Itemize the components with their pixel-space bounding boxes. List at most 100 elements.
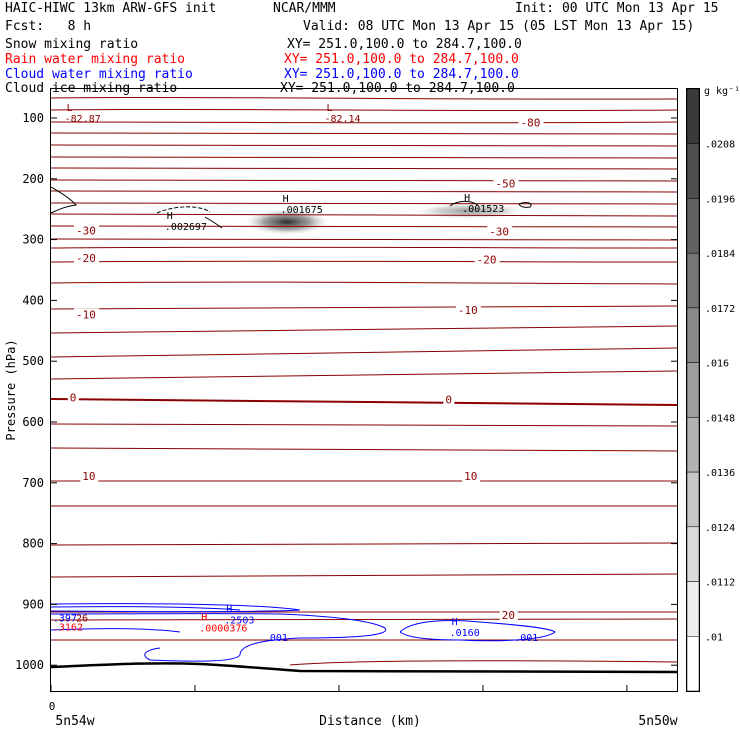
y-tick-label: 300	[22, 233, 44, 247]
y-tick-label: 400	[22, 293, 44, 307]
isotherm-line	[51, 281, 677, 285]
temperature-label-bg	[499, 608, 518, 621]
colorbar-label: .0208	[705, 140, 735, 151]
colorbar-swatches: .0208 .0196 .0184 .0172 .016 .0148 .0136 .0124.…	[686, 88, 735, 692]
temperature-label-bg	[462, 470, 481, 483]
isotherm-line	[51, 305, 677, 310]
isotherm-line	[51, 179, 677, 182]
cloud-ice-contour	[51, 186, 78, 214]
center-title: NCAR/MMM	[273, 1, 336, 16]
colorbar-label: .0172	[705, 304, 735, 315]
colorbar-label: .0196	[705, 194, 735, 205]
isotherm-line	[51, 96, 677, 100]
cloud-water-contour	[51, 603, 301, 613]
cloud-water-contour	[51, 613, 387, 662]
isotherm-line	[51, 238, 677, 241]
temperature-label: -30	[76, 225, 96, 238]
cloud-water-contour	[399, 620, 556, 642]
temperature-label: -10	[458, 304, 478, 317]
cloud-ice-contour	[449, 200, 479, 207]
distance-axis	[50, 685, 628, 691]
cloud-water-contours	[51, 603, 556, 662]
temperature-label: 10	[82, 470, 95, 483]
colorbar-unit: g kg⁻¹	[704, 86, 740, 97]
isotherm-line	[289, 660, 677, 666]
extremum-value: .002697	[165, 222, 207, 233]
temperature-label-bg	[443, 393, 455, 406]
extremum-value: -82.87	[65, 114, 101, 125]
temperature-label: 20	[502, 609, 515, 622]
extremum-value: .2503	[224, 616, 254, 627]
isotherm-line	[51, 225, 677, 228]
cloud-water-contour	[51, 628, 181, 633]
valid-time: Valid: 08 UTC Mon 13 Apr 15 (05 LST Mon …	[303, 19, 695, 34]
temperature-label: -50	[495, 178, 515, 191]
isotherm-line	[51, 156, 677, 159]
colorbar-label: .0136	[705, 468, 735, 479]
cloud-ice-contour	[204, 216, 223, 229]
init-time: Init: 00 UTC Mon 13 Apr 15	[515, 1, 719, 16]
x-end-location: 5n50w	[638, 714, 677, 729]
colorbar-label: .016	[705, 359, 729, 370]
extremum-value: .001675	[281, 205, 323, 216]
contour-label: 26	[76, 613, 88, 624]
temperature-label: -20	[477, 254, 497, 267]
temperature-label-bg	[74, 308, 100, 321]
contour-label: .001	[264, 633, 288, 644]
extremum-marker: H	[283, 194, 289, 205]
cloud-ice-contours	[51, 186, 532, 229]
temperature-label: -80	[521, 116, 541, 129]
extremum-marker: H	[167, 211, 173, 222]
contour-label: .3162	[53, 623, 83, 634]
isotherm-line	[51, 213, 677, 217]
isotherm-line	[51, 260, 677, 263]
terrain-surface	[50, 662, 678, 674]
isotherm-line	[51, 447, 677, 452]
extremum-value: -82.14	[324, 114, 360, 125]
temperature-label-bg	[80, 470, 99, 483]
temperature-label-bg	[493, 177, 519, 190]
y-tick-label: 900	[22, 597, 44, 611]
temperature-label: 10	[464, 470, 477, 483]
temperature-label-bg	[67, 391, 79, 404]
extremum-marker: H	[452, 617, 458, 628]
temperature-label: -10	[76, 308, 96, 321]
isotherm-line	[51, 423, 677, 427]
colorbar-label: .0148	[705, 413, 735, 424]
x-start-location: 5n54w	[55, 714, 94, 729]
colorbar	[686, 88, 700, 692]
temperature-label: 0	[70, 392, 77, 405]
extremum-value: .0000376	[199, 624, 247, 635]
temperature-labels: -80 -50 -30 -30 -20 -20 -10 -10 0 0 10 10 20	[67, 116, 544, 622]
isotherm-line	[51, 108, 677, 112]
isotherm-line	[51, 167, 677, 170]
field-xy-snow: XY= 251.0,100.0 to 284.7,100.0	[287, 37, 522, 52]
cloud-ice-contour	[156, 206, 211, 214]
isotherm-line	[51, 573, 677, 578]
contour-label: .397	[53, 613, 77, 624]
cloud-water-contour	[51, 606, 241, 611]
colorbar-label: .0112	[705, 578, 735, 589]
field-xy-rain: XY= 251.0,100.0 to 284.7,100.0	[284, 52, 519, 67]
temperature-label: -20	[76, 252, 96, 265]
y-tick-label: 600	[22, 415, 44, 429]
field-xy-cloud-water: XY= 251.0,100.0 to 284.7,100.0	[284, 67, 519, 82]
extremum-marker: L	[67, 103, 73, 114]
temperature-label-bg	[487, 225, 513, 238]
y-tick-label: 100	[22, 111, 44, 125]
extremum-value: .0160	[450, 628, 480, 639]
field-label-snow: Snow mixing ratio	[5, 37, 139, 52]
extrema-labels: L-82.87L-82.14H.002697H.001675H.001523H.…	[65, 103, 505, 639]
y-tick-label: 500	[22, 354, 44, 368]
model-title: HAIC-HIWC 13km ARW-GFS init	[5, 1, 217, 16]
y-tick-label: 1000	[15, 658, 44, 672]
y-axis-title: Pressure (hPa)	[4, 339, 18, 440]
isotherm-line	[51, 347, 677, 358]
temperature-label: 0	[445, 394, 452, 407]
x-origin-label: 0	[49, 700, 56, 713]
isotherm-zero-line	[51, 398, 677, 406]
extremum-marker: H	[201, 613, 207, 624]
temperature-label-bg	[474, 253, 500, 266]
